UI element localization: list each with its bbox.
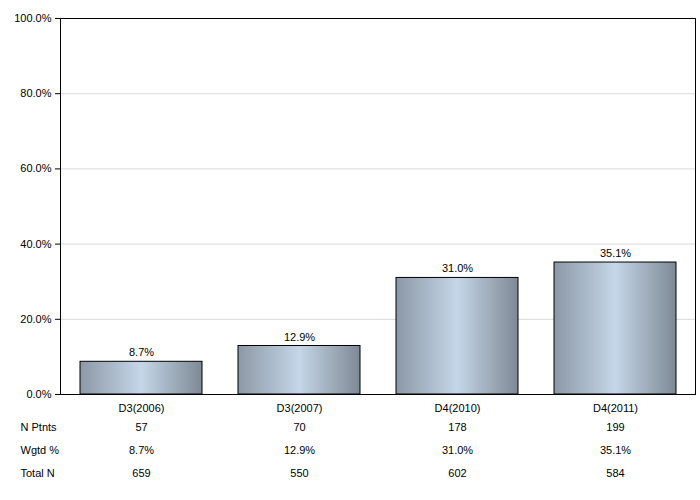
svg-text:35.1%: 35.1%: [600, 247, 631, 259]
svg-text:Wgtd %: Wgtd %: [21, 444, 60, 456]
svg-text:199: 199: [606, 421, 624, 433]
svg-text:D3(2006): D3(2006): [119, 402, 165, 414]
svg-text:60.0%: 60.0%: [20, 162, 51, 174]
svg-text:D4(2010): D4(2010): [435, 402, 481, 414]
svg-text:80.0%: 80.0%: [20, 87, 51, 99]
svg-text:100.0%: 100.0%: [14, 12, 52, 24]
svg-text:0.0%: 0.0%: [26, 388, 51, 400]
svg-text:602: 602: [448, 467, 466, 479]
svg-text:8.7%: 8.7%: [129, 444, 154, 456]
svg-text:35.1%: 35.1%: [600, 444, 631, 456]
svg-text:550: 550: [290, 467, 308, 479]
svg-text:Total N: Total N: [21, 467, 55, 479]
svg-text:D3(2007): D3(2007): [277, 402, 323, 414]
svg-text:20.0%: 20.0%: [20, 313, 51, 325]
svg-text:12.9%: 12.9%: [284, 444, 315, 456]
svg-text:D4(2011): D4(2011): [593, 402, 638, 414]
svg-text:31.0%: 31.0%: [442, 262, 473, 274]
svg-text:8.7%: 8.7%: [129, 346, 154, 358]
svg-text:40.0%: 40.0%: [20, 238, 51, 250]
svg-text:584: 584: [606, 467, 624, 479]
svg-text:12.9%: 12.9%: [284, 331, 315, 343]
svg-text:659: 659: [132, 467, 150, 479]
svg-text:31.0%: 31.0%: [442, 444, 473, 456]
svg-text:N Ptnts: N Ptnts: [21, 421, 58, 433]
svg-text:57: 57: [135, 421, 147, 433]
svg-text:178: 178: [448, 421, 466, 433]
svg-text:70: 70: [293, 421, 305, 433]
